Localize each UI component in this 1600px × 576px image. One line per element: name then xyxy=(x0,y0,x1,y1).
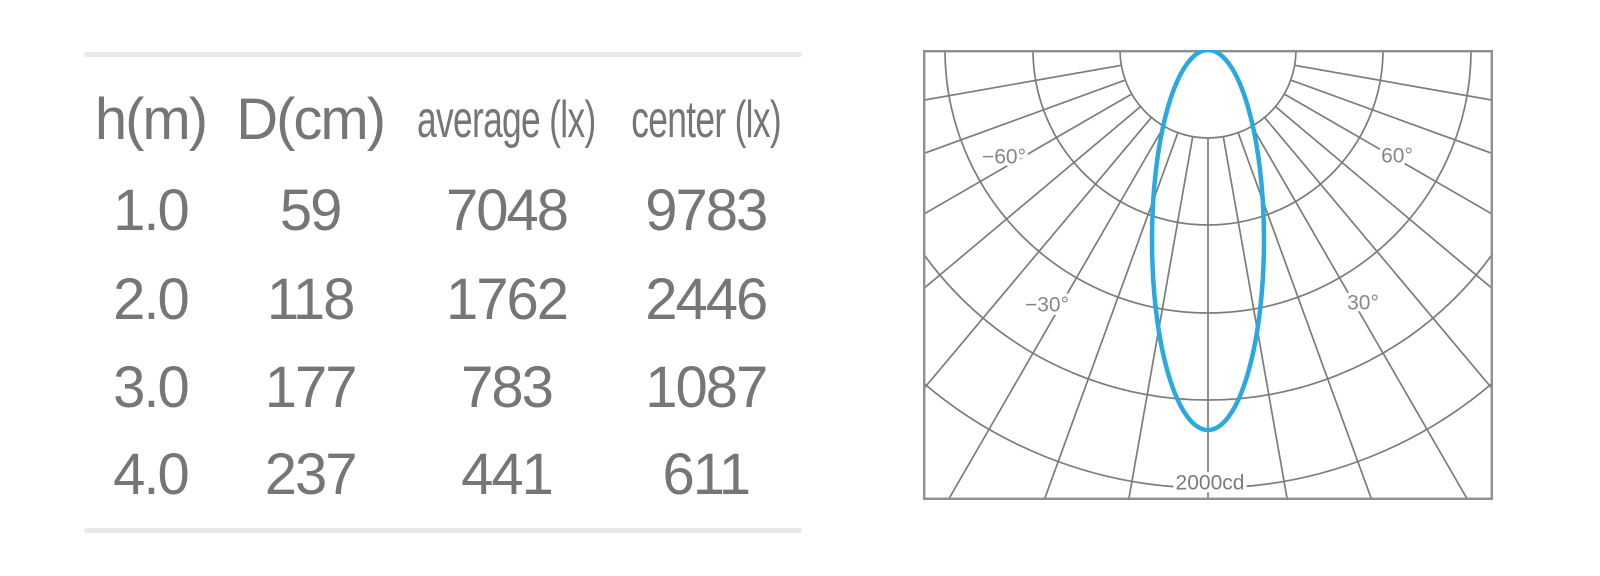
cell-d: 177 xyxy=(264,355,358,420)
angle-grid-line xyxy=(924,116,1153,390)
header-average-lux: average (lx) xyxy=(417,91,596,149)
angle-grid-line xyxy=(1251,125,1468,499)
cell-center: 611 xyxy=(662,442,751,507)
angle-grid-line xyxy=(1274,105,1492,289)
cell-average: 441 xyxy=(461,442,554,507)
ring-label-2000cd: 2000cd xyxy=(1176,472,1245,495)
angle-grid-line xyxy=(948,125,1165,499)
angle-grid-line xyxy=(1263,116,1492,390)
angle-grid-line xyxy=(924,64,1122,101)
illuminance-table: h(m) D(cm) average (lx) center (lx) 1.0 … xyxy=(84,0,802,576)
table-row: 3.0 177 783 1087 xyxy=(84,353,802,423)
table-header-row: h(m) D(cm) average (lx) center (lx) xyxy=(84,85,802,155)
cell-h: 1.0 xyxy=(113,178,190,243)
table-row: 2.0 118 1762 2446 xyxy=(84,265,802,335)
angle-grid-line xyxy=(1290,79,1492,155)
table-top-rule xyxy=(84,52,802,57)
cell-d: 59 xyxy=(279,178,343,243)
cell-d: 118 xyxy=(266,267,355,332)
angle-grid-line xyxy=(1222,136,1288,499)
intensity-curve xyxy=(1149,50,1267,433)
angle-grid-line xyxy=(1237,132,1373,499)
polar-grid xyxy=(924,51,1492,499)
angle-label-neg60: −60° xyxy=(982,146,1026,169)
cell-center: 1087 xyxy=(645,355,768,420)
angle-grid-line xyxy=(1043,132,1179,499)
angle-label-pos60: 60° xyxy=(1381,145,1413,168)
angle-grid-line xyxy=(924,105,1142,289)
cell-average: 783 xyxy=(461,355,554,420)
table-bottom-rule xyxy=(84,528,802,533)
ring-arc xyxy=(1119,51,1297,139)
cell-center: 2446 xyxy=(645,267,768,332)
angle-label-neg30: −30° xyxy=(1025,294,1069,317)
angle-grid-line xyxy=(924,79,1126,155)
angle-grid-line xyxy=(924,93,1133,215)
intensity-distribution-chart: −60° −30° 30° 60° 2000cd xyxy=(923,50,1493,500)
header-height: h(m) xyxy=(94,87,208,152)
table-row: 1.0 59 7048 9783 xyxy=(84,176,802,246)
table-row: 4.0 237 441 611 xyxy=(84,440,802,510)
cell-h: 4.0 xyxy=(113,442,190,507)
cell-average: 1762 xyxy=(446,267,569,332)
cell-d: 237 xyxy=(264,442,358,507)
cell-center: 9783 xyxy=(645,178,768,243)
header-center-lux: center (lx) xyxy=(630,91,781,149)
angle-label-pos30: 30° xyxy=(1347,292,1379,315)
header-diameter: D(cm) xyxy=(236,87,386,152)
cell-average: 7048 xyxy=(446,178,569,243)
polar-diagram: −60° −30° 30° 60° 2000cd xyxy=(923,50,1493,500)
cell-h: 2.0 xyxy=(113,267,190,332)
angle-grid-line xyxy=(1128,136,1194,499)
angle-grid-line xyxy=(1283,93,1492,215)
cell-h: 3.0 xyxy=(113,355,190,420)
angle-grid-line xyxy=(1294,64,1492,101)
